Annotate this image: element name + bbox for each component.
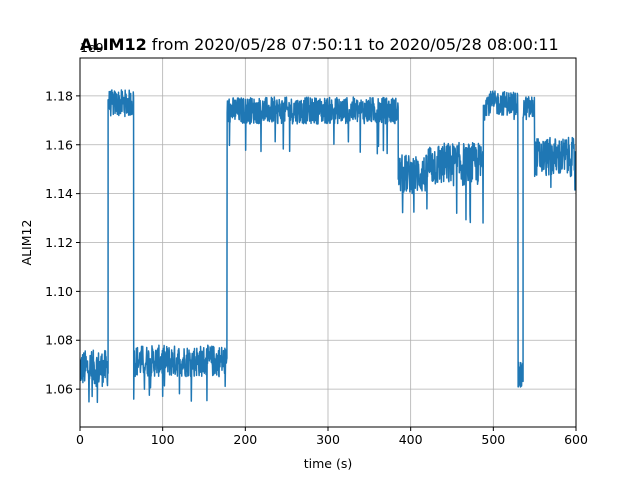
x-tick-label: 0: [76, 432, 84, 447]
y-offset-label: 1e9: [80, 40, 104, 55]
chart-title: ALIM12 from 2020/05/28 07:50:11 to 2020/…: [80, 35, 559, 54]
axis-ticks: 0 100 200 300 400 500 600 1.06 1.08 1.10 1.12 1.14 1…: [45, 88, 588, 447]
chart-title-bold: ALIM12: [80, 35, 147, 54]
y-tick-label: 1.18: [45, 88, 73, 103]
chart-title-rest: from 2020/05/28 07:50:11 to 2020/05/28 0…: [147, 35, 559, 54]
x-axis-label: time (s): [304, 456, 352, 471]
series-line-alim12: [80, 89, 576, 404]
y-tick-label: 1.14: [45, 186, 73, 201]
x-tick-label: 100: [151, 432, 175, 447]
x-tick-label: 300: [316, 432, 340, 447]
x-tick-label: 200: [233, 432, 257, 447]
data-layer: [80, 89, 576, 404]
y-tick-label: 1.16: [45, 137, 73, 152]
x-tick-label: 400: [399, 432, 423, 447]
x-tick-label: 500: [481, 432, 505, 447]
y-tick-label: 1.10: [45, 284, 73, 299]
y-axis-label: ALIM12: [19, 220, 34, 266]
y-tick-label: 1.12: [45, 235, 73, 250]
y-tick-label: 1.06: [45, 382, 73, 397]
y-tick-label: 1.08: [45, 333, 73, 348]
x-tick-label: 600: [564, 432, 588, 447]
